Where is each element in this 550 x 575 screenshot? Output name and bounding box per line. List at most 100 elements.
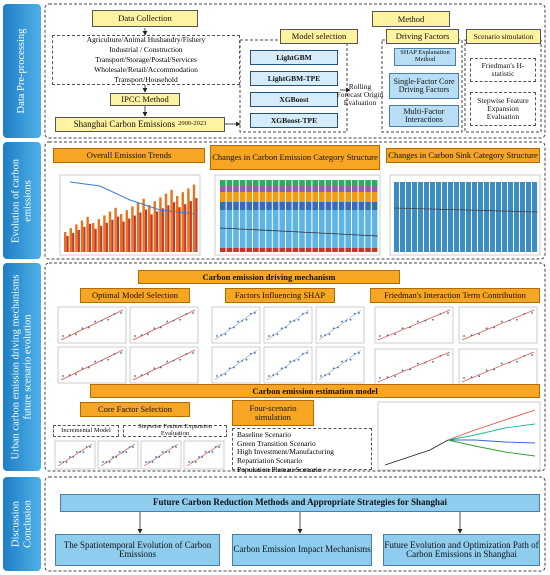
chart-decoration xyxy=(253,210,259,248)
chart-decoration xyxy=(161,451,164,453)
chart-decoration xyxy=(349,358,352,361)
chart-decoration xyxy=(254,312,256,314)
section-label: Data Pre-processing xyxy=(3,4,41,138)
chart-decoration xyxy=(74,373,77,376)
chart-decoration xyxy=(259,202,266,210)
chart-decoration xyxy=(345,248,351,252)
chart-decoration xyxy=(409,326,412,329)
chart-decoration xyxy=(409,368,412,371)
chart-decoration xyxy=(220,186,226,192)
chart-decoration xyxy=(352,180,358,186)
chart-decoration xyxy=(134,375,136,377)
banner: Carbon emission driving mechanism xyxy=(138,270,400,284)
chart-decoration xyxy=(62,375,64,377)
chart-decoration xyxy=(279,186,285,192)
chart-decoration xyxy=(224,373,227,376)
chart-decoration xyxy=(94,360,97,363)
chart-decoration xyxy=(75,451,78,453)
chart-decoration xyxy=(371,186,378,192)
chart-decoration xyxy=(293,359,296,362)
box: Shanghai Carbon Emissions 2000-2023 xyxy=(55,117,225,132)
chart-decoration xyxy=(523,354,526,357)
chart-decoration xyxy=(246,210,252,248)
chart-decoration xyxy=(194,461,197,463)
box: Incremental Model xyxy=(53,425,119,437)
chart-decoration xyxy=(324,374,327,377)
chart-decoration xyxy=(246,248,252,252)
chart-decoration xyxy=(338,202,345,210)
chart-decoration xyxy=(168,451,171,453)
chart-decoration xyxy=(276,333,279,336)
scenario: Population Plateau Scenario xyxy=(237,464,322,474)
chart-decoration xyxy=(153,367,156,370)
chart-decoration xyxy=(299,202,305,210)
chart-decoration xyxy=(439,312,442,315)
chart-decoration xyxy=(386,334,389,337)
chart-decoration xyxy=(478,375,481,378)
chart-decoration xyxy=(424,319,427,322)
chart-decoration xyxy=(358,202,365,210)
sector: Transport/Storage/Postal/Services xyxy=(95,54,197,64)
chart-decoration xyxy=(259,180,266,186)
chart-decoration xyxy=(253,202,259,210)
chart-decoration xyxy=(239,248,246,252)
chart-decoration xyxy=(192,184,196,252)
chart-decoration xyxy=(365,248,371,252)
chart-decoration xyxy=(332,202,338,210)
section-label-text: Data Pre-processing xyxy=(16,28,28,114)
chart-decoration xyxy=(299,248,305,252)
box: Single-Factor Core Driving Factors xyxy=(389,73,459,99)
box: The Spatiotemporal Evolution of Carbon E… xyxy=(55,534,220,566)
chart-decoration xyxy=(447,439,536,457)
chart-decoration xyxy=(178,207,181,252)
chart-decoration xyxy=(358,192,365,202)
chart-decoration xyxy=(81,367,84,370)
chart-decoration xyxy=(394,375,397,378)
chart-decoration xyxy=(332,180,338,186)
chart-decoration xyxy=(159,326,162,329)
chart-decoration xyxy=(195,198,198,252)
chart-decoration xyxy=(349,318,352,321)
chart-decoration xyxy=(218,446,220,448)
chart-decoration xyxy=(272,186,279,192)
box: IPCC Method xyxy=(110,93,180,106)
chart-decoration xyxy=(332,192,338,202)
chart-decoration xyxy=(113,312,116,315)
model: LightGBM xyxy=(250,50,338,65)
chart-decoration xyxy=(515,360,518,363)
chart-decoration xyxy=(312,248,318,252)
chart-decoration xyxy=(306,352,308,354)
chart-decoration xyxy=(77,229,80,252)
chart-decoration xyxy=(201,456,204,458)
chart-decoration xyxy=(341,320,344,323)
chart-decoration xyxy=(447,312,449,314)
box: SHAP Explanation Method xyxy=(394,48,456,66)
chart-decoration xyxy=(353,352,356,355)
chart-decoration xyxy=(69,181,196,215)
chart-decoration xyxy=(412,182,417,252)
chart-decoration xyxy=(239,202,246,210)
chart-decoration xyxy=(461,351,535,383)
chart-decoration xyxy=(490,182,495,252)
chart-decoration xyxy=(272,180,279,186)
chart-decoration xyxy=(325,192,332,202)
chart-decoration xyxy=(341,360,344,363)
chart-decoration xyxy=(431,318,434,321)
chart-decoration xyxy=(226,192,233,202)
box: Carbon Emission Impact Mechanisms xyxy=(232,534,372,566)
chart-decoration xyxy=(292,202,299,210)
chart-decoration xyxy=(120,352,122,354)
chart-decoration xyxy=(286,210,292,248)
chart-decoration xyxy=(394,333,397,336)
chart-decoration xyxy=(226,180,233,186)
chart-decoration xyxy=(416,320,419,323)
chart-decoration xyxy=(371,248,378,252)
chart-decoration xyxy=(284,326,287,329)
chart-decoration xyxy=(447,354,449,356)
box: Data Collection xyxy=(92,10,198,27)
section-label-text: Evolution of carbon emissions xyxy=(10,158,33,243)
chart-decoration xyxy=(284,366,287,369)
chart-decoration xyxy=(72,456,75,458)
chart-decoration xyxy=(259,248,266,252)
chart-decoration xyxy=(136,202,140,252)
